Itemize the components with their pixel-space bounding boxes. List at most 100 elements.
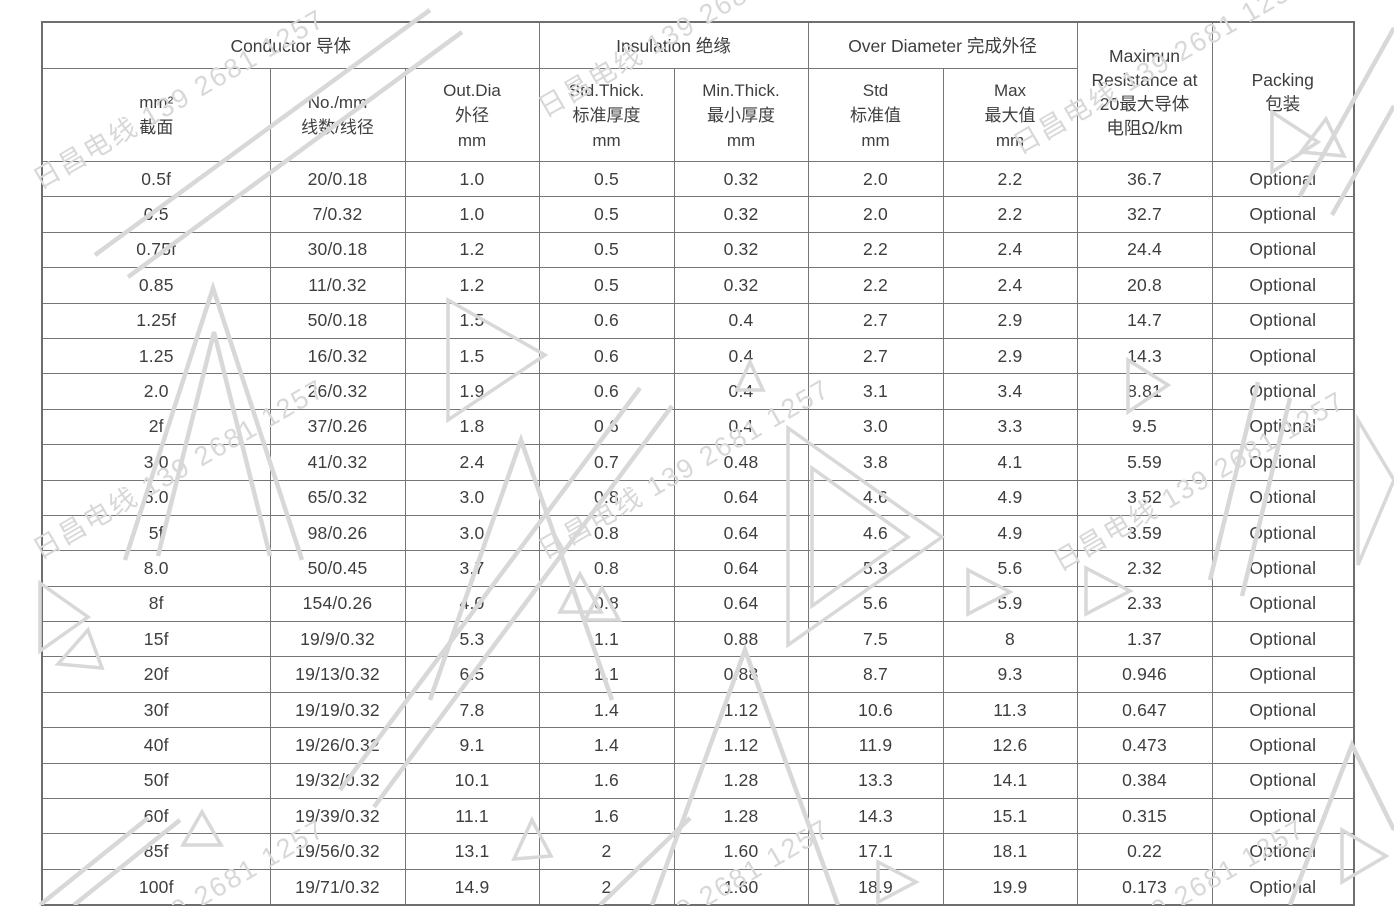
table-cell: 14.3 — [807, 798, 944, 835]
table-cell: 4.6 — [807, 479, 944, 516]
table-cell: 12.6 — [942, 727, 1078, 764]
table-cell: 0.5 — [41, 196, 271, 233]
table-cell: 0.88 — [673, 621, 809, 658]
table-cell: 4.6 — [807, 514, 944, 552]
cable-spec-table: Conductor 导体 Insulation 绝缘 Over Diameter… — [41, 21, 1356, 906]
table-cell: 36.7 — [1076, 160, 1213, 198]
table-cell: 2 — [538, 868, 675, 906]
table-cell: 50/0.45 — [269, 550, 406, 587]
table-cell: 30/0.18 — [269, 231, 406, 269]
table-cell: 0.8 — [538, 585, 675, 623]
table-cell: 0.64 — [673, 585, 809, 623]
table-cell: 7.5 — [807, 621, 944, 658]
table-row: 2f 37/0.26 1.8 0.6 0.4 3.0 3.3 9.5 Optional — [41, 408, 1355, 446]
table-cell: 1.28 — [673, 798, 809, 835]
table-cell: 0.4 — [673, 337, 809, 375]
table-cell: 2.2 — [807, 267, 944, 304]
table-row: 15f 19/9/0.32 5.3 1.1 0.88 7.5 8 1.37 Optional — [41, 621, 1355, 658]
table-row: 8.0 50/0.45 3.7 0.8 0.64 5.3 5.6 2.32 Optional — [41, 550, 1355, 587]
header-std-thick: Std.Thick. 标准厚度 mm — [538, 68, 675, 162]
table-cell: 5.3 — [404, 621, 540, 658]
table-row: 1.25f 50/0.18 1.5 0.6 0.4 2.7 2.9 14.7 Optional — [41, 302, 1355, 339]
table-cell: 1.25 — [41, 337, 271, 375]
table-cell: 19/9/0.32 — [269, 621, 406, 658]
table-cell: 14.9 — [404, 868, 540, 906]
table-cell: 2.9 — [942, 302, 1078, 339]
table-cell: 154/0.26 — [269, 585, 406, 623]
table-cell: 1.60 — [673, 833, 809, 870]
table-cell: 1.37 — [1076, 621, 1213, 658]
table-cell: 50f — [41, 762, 271, 800]
table-cell: 0.64 — [673, 514, 809, 552]
table-cell: 0.6 — [538, 337, 675, 375]
table-cell: 0.315 — [1076, 798, 1213, 835]
table-cell: 0.4 — [673, 302, 809, 339]
table-cell: 1.6 — [538, 762, 675, 800]
table-cell: Optional — [1211, 833, 1355, 870]
table-cell: 4.9 — [942, 479, 1078, 516]
table-cell: 3.7 — [404, 550, 540, 587]
table-cell: Optional — [1211, 514, 1355, 552]
table-cell: Optional — [1211, 231, 1355, 269]
table-cell: 0.384 — [1076, 762, 1213, 800]
table-cell: 11/0.32 — [269, 267, 406, 304]
table-cell: 11.3 — [942, 691, 1078, 729]
table-row: 3.0 41/0.32 2.4 0.7 0.48 3.8 4.1 5.59 Optional — [41, 444, 1355, 481]
table-cell: 11.1 — [404, 798, 540, 835]
table-row: 0.75f 30/0.18 1.2 0.5 0.32 2.2 2.4 24.4 Optional — [41, 231, 1355, 269]
table-row: 1.25 16/0.32 1.5 0.6 0.4 2.7 2.9 14.3 Optional — [41, 337, 1355, 375]
header-packing: Packing 包装 — [1211, 21, 1355, 162]
table-cell: 8.0 — [41, 550, 271, 587]
table-cell: Optional — [1211, 337, 1355, 375]
table-cell: 0.8 — [538, 479, 675, 516]
table-cell: 20.8 — [1076, 267, 1213, 304]
table-cell: 0.7 — [538, 444, 675, 481]
table-cell: 3.0 — [41, 444, 271, 481]
header-group-over-diameter: Over Diameter 完成外径 — [807, 21, 1078, 69]
table-cell: 8.7 — [807, 656, 944, 693]
table-row: 8f 154/0.26 4.0 0.8 0.64 5.6 5.9 2.33 Optional — [41, 585, 1355, 623]
table-cell: 3.59 — [1076, 514, 1213, 552]
table-cell: 1.28 — [673, 762, 809, 800]
table-cell: 2.32 — [1076, 550, 1213, 587]
table-row: 0.5f 20/0.18 1.0 0.5 0.32 2.0 2.2 36.7 Optional — [41, 160, 1355, 198]
table-cell: 5.6 — [942, 550, 1078, 587]
table-cell: Optional — [1211, 585, 1355, 623]
table-cell: Optional — [1211, 727, 1355, 764]
header-no-mm: No./mm 线数/线径 — [269, 68, 406, 162]
table-cell: 0.32 — [673, 231, 809, 269]
table-cell: 0.64 — [673, 479, 809, 516]
table-cell: 0.32 — [673, 160, 809, 198]
table-cell: 14.3 — [1076, 337, 1213, 375]
table-cell: 0.473 — [1076, 727, 1213, 764]
table-cell: Optional — [1211, 762, 1355, 800]
table-cell: 0.32 — [673, 196, 809, 233]
table-header: Conductor 导体 Insulation 绝缘 Over Diameter… — [41, 21, 1355, 162]
table-cell: Optional — [1211, 550, 1355, 587]
table-cell: 8.81 — [1076, 373, 1213, 410]
table-cell: 1.0 — [404, 196, 540, 233]
table-cell: Optional — [1211, 408, 1355, 446]
table-cell: 2 — [538, 833, 675, 870]
table-cell: Optional — [1211, 267, 1355, 304]
table-cell: 100f — [41, 868, 271, 906]
table-cell: 8 — [942, 621, 1078, 658]
table-cell: 0.22 — [1076, 833, 1213, 870]
header-od-std: Std 标准值 mm — [807, 68, 944, 162]
table-cell: 19.9 — [942, 868, 1078, 906]
table-cell: 3.8 — [807, 444, 944, 481]
table-cell: 19/13/0.32 — [269, 656, 406, 693]
table-cell: Optional — [1211, 479, 1355, 516]
table-cell: 19/19/0.32 — [269, 691, 406, 729]
table-cell: 65/0.32 — [269, 479, 406, 516]
table-cell: 0.64 — [673, 550, 809, 587]
table-cell: 0.5 — [538, 196, 675, 233]
table-cell: 0.48 — [673, 444, 809, 481]
table-row: 5f 98/0.26 3.0 0.8 0.64 4.6 4.9 3.59 Optional — [41, 514, 1355, 552]
table-cell: 85f — [41, 833, 271, 870]
table-cell: 20/0.18 — [269, 160, 406, 198]
table-cell: 3.3 — [942, 408, 1078, 446]
table-cell: 0.6 — [538, 373, 675, 410]
table-cell: 8f — [41, 585, 271, 623]
table-cell: Optional — [1211, 621, 1355, 658]
